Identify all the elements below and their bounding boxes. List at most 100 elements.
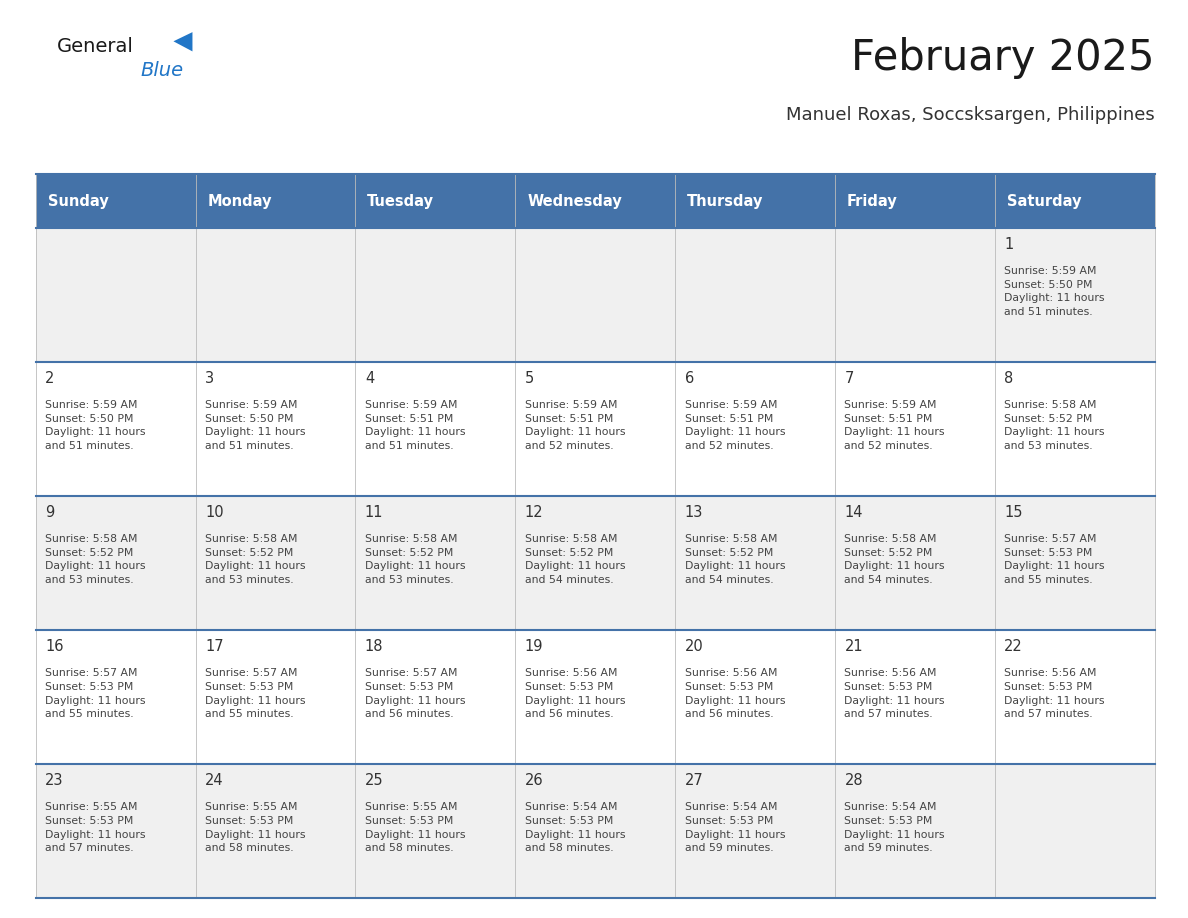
- Text: Sunrise: 5:56 AM
Sunset: 5:53 PM
Daylight: 11 hours
and 56 minutes.: Sunrise: 5:56 AM Sunset: 5:53 PM Dayligh…: [684, 668, 785, 719]
- Text: Sunrise: 5:57 AM
Sunset: 5:53 PM
Daylight: 11 hours
and 55 minutes.: Sunrise: 5:57 AM Sunset: 5:53 PM Dayligh…: [1004, 534, 1105, 585]
- Text: 10: 10: [206, 505, 223, 520]
- Bar: [36, 496, 196, 630]
- Bar: [355, 496, 516, 630]
- Text: 16: 16: [45, 639, 64, 654]
- Text: Saturday: Saturday: [1006, 194, 1081, 208]
- Text: Sunrise: 5:57 AM
Sunset: 5:53 PM
Daylight: 11 hours
and 55 minutes.: Sunrise: 5:57 AM Sunset: 5:53 PM Dayligh…: [45, 668, 146, 719]
- Text: 15: 15: [1004, 505, 1023, 520]
- Text: Sunrise: 5:58 AM
Sunset: 5:52 PM
Daylight: 11 hours
and 54 minutes.: Sunrise: 5:58 AM Sunset: 5:52 PM Dayligh…: [845, 534, 944, 585]
- Text: Sunrise: 5:56 AM
Sunset: 5:53 PM
Daylight: 11 hours
and 56 minutes.: Sunrise: 5:56 AM Sunset: 5:53 PM Dayligh…: [525, 668, 625, 719]
- Text: 9: 9: [45, 505, 55, 520]
- Text: Sunrise: 5:59 AM
Sunset: 5:51 PM
Daylight: 11 hours
and 52 minutes.: Sunrise: 5:59 AM Sunset: 5:51 PM Dayligh…: [845, 400, 944, 451]
- Text: Wednesday: Wednesday: [527, 194, 621, 208]
- Text: Sunrise: 5:55 AM
Sunset: 5:53 PM
Daylight: 11 hours
and 58 minutes.: Sunrise: 5:55 AM Sunset: 5:53 PM Dayligh…: [365, 802, 466, 853]
- Bar: [516, 764, 675, 898]
- Bar: [835, 362, 994, 496]
- Bar: [675, 362, 835, 496]
- Text: 20: 20: [684, 639, 703, 654]
- Text: Sunrise: 5:59 AM
Sunset: 5:50 PM
Daylight: 11 hours
and 51 minutes.: Sunrise: 5:59 AM Sunset: 5:50 PM Dayligh…: [45, 400, 146, 451]
- Bar: [516, 228, 675, 362]
- Bar: [835, 228, 994, 362]
- Text: Sunrise: 5:58 AM
Sunset: 5:52 PM
Daylight: 11 hours
and 54 minutes.: Sunrise: 5:58 AM Sunset: 5:52 PM Dayligh…: [525, 534, 625, 585]
- Text: Sunrise: 5:58 AM
Sunset: 5:52 PM
Daylight: 11 hours
and 53 minutes.: Sunrise: 5:58 AM Sunset: 5:52 PM Dayligh…: [365, 534, 466, 585]
- Text: 25: 25: [365, 773, 384, 788]
- Text: Sunrise: 5:55 AM
Sunset: 5:53 PM
Daylight: 11 hours
and 58 minutes.: Sunrise: 5:55 AM Sunset: 5:53 PM Dayligh…: [206, 802, 305, 853]
- Text: Sunrise: 5:59 AM
Sunset: 5:50 PM
Daylight: 11 hours
and 51 minutes.: Sunrise: 5:59 AM Sunset: 5:50 PM Dayligh…: [1004, 266, 1105, 317]
- Bar: [675, 496, 835, 630]
- Text: 8: 8: [1004, 371, 1013, 386]
- Bar: [36, 174, 196, 228]
- Text: Sunrise: 5:59 AM
Sunset: 5:51 PM
Daylight: 11 hours
and 52 minutes.: Sunrise: 5:59 AM Sunset: 5:51 PM Dayligh…: [684, 400, 785, 451]
- Bar: [355, 630, 516, 764]
- Text: 11: 11: [365, 505, 384, 520]
- Text: Sunrise: 5:54 AM
Sunset: 5:53 PM
Daylight: 11 hours
and 59 minutes.: Sunrise: 5:54 AM Sunset: 5:53 PM Dayligh…: [684, 802, 785, 853]
- Bar: [196, 174, 355, 228]
- Text: Sunrise: 5:57 AM
Sunset: 5:53 PM
Daylight: 11 hours
and 55 minutes.: Sunrise: 5:57 AM Sunset: 5:53 PM Dayligh…: [206, 668, 305, 719]
- Bar: [196, 362, 355, 496]
- Text: 12: 12: [525, 505, 543, 520]
- Bar: [994, 764, 1155, 898]
- Bar: [994, 496, 1155, 630]
- Text: Sunrise: 5:58 AM
Sunset: 5:52 PM
Daylight: 11 hours
and 53 minutes.: Sunrise: 5:58 AM Sunset: 5:52 PM Dayligh…: [1004, 400, 1105, 451]
- Bar: [355, 174, 516, 228]
- Text: Sunrise: 5:54 AM
Sunset: 5:53 PM
Daylight: 11 hours
and 59 minutes.: Sunrise: 5:54 AM Sunset: 5:53 PM Dayligh…: [845, 802, 944, 853]
- Bar: [36, 362, 196, 496]
- Bar: [516, 496, 675, 630]
- Bar: [355, 362, 516, 496]
- Bar: [516, 174, 675, 228]
- Text: Manuel Roxas, Soccsksargen, Philippines: Manuel Roxas, Soccsksargen, Philippines: [786, 106, 1155, 124]
- Bar: [994, 362, 1155, 496]
- Text: 21: 21: [845, 639, 864, 654]
- Text: Blue: Blue: [140, 61, 183, 80]
- Text: 17: 17: [206, 639, 223, 654]
- Text: 28: 28: [845, 773, 864, 788]
- Bar: [675, 174, 835, 228]
- Bar: [196, 496, 355, 630]
- Bar: [835, 764, 994, 898]
- Bar: [516, 362, 675, 496]
- Text: Friday: Friday: [847, 194, 898, 208]
- Text: Sunrise: 5:54 AM
Sunset: 5:53 PM
Daylight: 11 hours
and 58 minutes.: Sunrise: 5:54 AM Sunset: 5:53 PM Dayligh…: [525, 802, 625, 853]
- Bar: [994, 174, 1155, 228]
- Text: Sunrise: 5:59 AM
Sunset: 5:51 PM
Daylight: 11 hours
and 51 minutes.: Sunrise: 5:59 AM Sunset: 5:51 PM Dayligh…: [365, 400, 466, 451]
- Text: 3: 3: [206, 371, 214, 386]
- Text: Sunday: Sunday: [48, 194, 108, 208]
- Bar: [355, 228, 516, 362]
- Bar: [994, 630, 1155, 764]
- Text: Sunrise: 5:58 AM
Sunset: 5:52 PM
Daylight: 11 hours
and 53 minutes.: Sunrise: 5:58 AM Sunset: 5:52 PM Dayligh…: [45, 534, 146, 585]
- Bar: [675, 228, 835, 362]
- Bar: [835, 630, 994, 764]
- Text: February 2025: February 2025: [852, 37, 1155, 79]
- Text: 26: 26: [525, 773, 543, 788]
- Bar: [355, 764, 516, 898]
- Bar: [196, 228, 355, 362]
- Bar: [36, 228, 196, 362]
- Bar: [196, 630, 355, 764]
- Text: Sunrise: 5:59 AM
Sunset: 5:51 PM
Daylight: 11 hours
and 52 minutes.: Sunrise: 5:59 AM Sunset: 5:51 PM Dayligh…: [525, 400, 625, 451]
- Text: 4: 4: [365, 371, 374, 386]
- Bar: [516, 630, 675, 764]
- Text: 6: 6: [684, 371, 694, 386]
- Text: 7: 7: [845, 371, 854, 386]
- Polygon shape: [173, 32, 192, 51]
- Text: Tuesday: Tuesday: [367, 194, 435, 208]
- Text: 27: 27: [684, 773, 703, 788]
- Text: Sunrise: 5:56 AM
Sunset: 5:53 PM
Daylight: 11 hours
and 57 minutes.: Sunrise: 5:56 AM Sunset: 5:53 PM Dayligh…: [1004, 668, 1105, 719]
- Text: Sunrise: 5:58 AM
Sunset: 5:52 PM
Daylight: 11 hours
and 53 minutes.: Sunrise: 5:58 AM Sunset: 5:52 PM Dayligh…: [206, 534, 305, 585]
- Text: 18: 18: [365, 639, 384, 654]
- Text: Sunrise: 5:57 AM
Sunset: 5:53 PM
Daylight: 11 hours
and 56 minutes.: Sunrise: 5:57 AM Sunset: 5:53 PM Dayligh…: [365, 668, 466, 719]
- Text: Sunrise: 5:58 AM
Sunset: 5:52 PM
Daylight: 11 hours
and 54 minutes.: Sunrise: 5:58 AM Sunset: 5:52 PM Dayligh…: [684, 534, 785, 585]
- Text: 2: 2: [45, 371, 55, 386]
- Bar: [994, 228, 1155, 362]
- Text: 23: 23: [45, 773, 64, 788]
- Bar: [835, 496, 994, 630]
- Bar: [196, 764, 355, 898]
- Text: Thursday: Thursday: [687, 194, 764, 208]
- Text: 5: 5: [525, 371, 535, 386]
- Bar: [675, 630, 835, 764]
- Text: Sunrise: 5:55 AM
Sunset: 5:53 PM
Daylight: 11 hours
and 57 minutes.: Sunrise: 5:55 AM Sunset: 5:53 PM Dayligh…: [45, 802, 146, 853]
- Text: 24: 24: [206, 773, 223, 788]
- Bar: [835, 174, 994, 228]
- Text: 1: 1: [1004, 237, 1013, 252]
- Bar: [36, 764, 196, 898]
